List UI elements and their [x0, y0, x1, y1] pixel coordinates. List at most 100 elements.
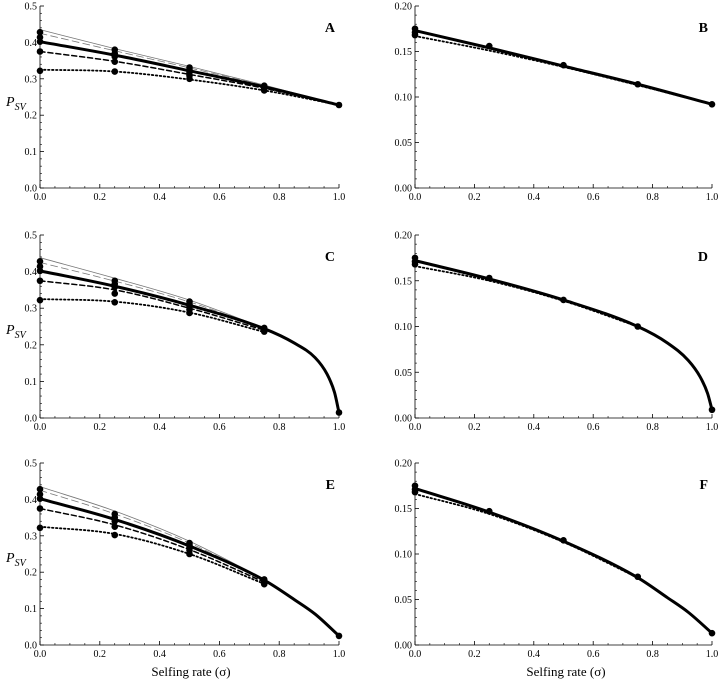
- series-line-thick-solid: [413, 259, 714, 412]
- x-tick-label: 0.2: [468, 192, 481, 203]
- x-tick-label: 0.6: [213, 422, 226, 433]
- series-line-thin-solid: [39, 486, 265, 580]
- data-point: [111, 53, 119, 60]
- data-point: [260, 580, 268, 588]
- x-tick-label: 0.0: [409, 422, 422, 433]
- panel-e-chart: 0.0 0.2 0.4 0.6 0.8 1.0 0.0 0.1 0.2 0.3 0.4 0.5 E: [25, 459, 346, 661]
- series-line-thick-solid: [38, 269, 341, 415]
- panel-b-chart: 0.0 0.2 0.4 0.6 0.8 1.0 0.00 0.05 0.10 0.15 0.20 B: [395, 2, 719, 204]
- x-tick-label: 0.6: [213, 192, 226, 203]
- x-tick-label: 0.8: [646, 649, 659, 660]
- panel-f-chart: 0.0 0.2 0.4 0.6 0.8 1.0 0.00 0.05 0.10 0.15 0.20 F: [395, 459, 719, 661]
- y-tick-label: 0.15: [395, 276, 413, 287]
- data-point: [111, 517, 119, 525]
- panel-letter-a: A: [325, 21, 336, 36]
- x-tick-label: 0.6: [587, 649, 600, 660]
- y-tick-label: 0.20: [395, 459, 413, 470]
- y-tick-label: 0.5: [25, 2, 38, 13]
- series-line-thick-solid: [38, 497, 341, 638]
- x-tick-label: 1.0: [706, 649, 719, 660]
- y-tick-label: 0.5: [25, 231, 38, 242]
- series-line-dotted: [414, 493, 639, 579]
- data-point: [411, 260, 419, 268]
- series-line-thick-solid: [413, 486, 714, 635]
- y-tick-label: 0.2: [25, 340, 38, 351]
- series-line-dashed: [39, 280, 265, 331]
- data-point: [560, 537, 567, 544]
- series-line-dashed: [39, 507, 265, 583]
- data-point: [485, 274, 493, 282]
- panel-d-chart: 0.0 0.2 0.4 0.6 0.8 1.0 0.00 0.05 0.10 0.15 0.20 D: [395, 231, 719, 434]
- data-point: [36, 258, 44, 265]
- data-point: [111, 290, 119, 297]
- data-point: [111, 68, 119, 75]
- x-tick-label: 0.2: [468, 649, 481, 660]
- x-tick-label: 0.0: [34, 422, 47, 433]
- data-point: [36, 296, 44, 304]
- y-tick-label: 0.05: [395, 368, 413, 379]
- x-tick-label: 0.4: [153, 422, 166, 433]
- x-tick-label: 0.0: [34, 192, 47, 203]
- y-tick-label: 0.3: [25, 531, 38, 542]
- panel-a-chart: 0.0 0.2 0.4 0.6 0.8 1.0 0.0 0.1 0.2 0.3 0.4 0.5 A: [25, 2, 346, 204]
- x-tick-label: 0.2: [94, 192, 107, 203]
- data-point: [634, 80, 642, 88]
- y-tick-label: 0.1: [25, 147, 38, 158]
- x-tick-label: 0.8: [273, 192, 286, 203]
- data-point: [560, 296, 567, 304]
- data-point: [411, 488, 419, 496]
- data-point: [36, 267, 44, 275]
- y-tick-label: 0.1: [25, 604, 38, 615]
- y-tick-label: 0.1: [25, 377, 38, 388]
- x-tick-label: 0.6: [213, 649, 226, 660]
- data-point: [36, 485, 44, 493]
- panel-letter-c: C: [325, 250, 335, 265]
- data-point: [186, 309, 193, 317]
- y-tick-label: 0.2: [25, 568, 38, 579]
- y-axis-label-c: PSV: [5, 323, 28, 341]
- x-tick-label: 0.2: [94, 649, 107, 660]
- y-tick-label: 0.00: [395, 414, 413, 425]
- y-axis-label-e: PSV: [5, 551, 28, 569]
- x-axis-label-e: Selfing rate (σ): [151, 664, 230, 679]
- data-point: [111, 58, 119, 65]
- y-tick-label: 0.4: [25, 38, 38, 49]
- data-point: [36, 524, 44, 532]
- series-line-thin-solid: [39, 257, 265, 329]
- x-axis-label-f: Selfing rate (σ): [526, 664, 605, 679]
- series-line-dotted: [39, 525, 266, 585]
- x-tick-label: 0.4: [153, 192, 166, 203]
- x-tick-label: 1.0: [706, 422, 719, 433]
- data-point: [708, 406, 716, 414]
- data-point: [335, 409, 343, 416]
- y-tick-label: 0.20: [395, 2, 413, 13]
- data-point: [36, 38, 44, 45]
- y-tick-label: 0.4: [25, 267, 38, 278]
- panel-letter-d: D: [698, 250, 708, 265]
- data-point: [36, 495, 44, 502]
- data-point: [36, 277, 44, 285]
- x-tick-label: 1.0: [333, 422, 346, 433]
- x-tick-label: 0.0: [409, 192, 422, 203]
- data-point: [335, 101, 343, 109]
- y-tick-label: 0.05: [395, 595, 413, 606]
- series-line-dotted: [414, 265, 639, 328]
- x-tick-label: 0.6: [587, 422, 600, 433]
- panel-letter-f: F: [699, 478, 708, 493]
- y-tick-label: 0.20: [395, 231, 413, 242]
- series-line-dotted: [414, 35, 713, 106]
- x-tick-label: 0.4: [528, 192, 541, 203]
- data-point: [186, 550, 193, 558]
- y-tick-label: 0.5: [25, 459, 38, 470]
- data-point: [36, 67, 44, 75]
- y-tick-label: 0.10: [395, 93, 413, 104]
- panel-letter-b: B: [699, 21, 708, 36]
- x-tick-label: 0.0: [34, 649, 47, 660]
- data-point: [260, 87, 268, 94]
- data-point: [634, 323, 642, 330]
- x-tick-label: 1.0: [333, 192, 346, 203]
- series-line-dotted: [39, 298, 266, 333]
- data-point: [111, 283, 119, 291]
- y-tick-label: 0.2: [25, 111, 38, 122]
